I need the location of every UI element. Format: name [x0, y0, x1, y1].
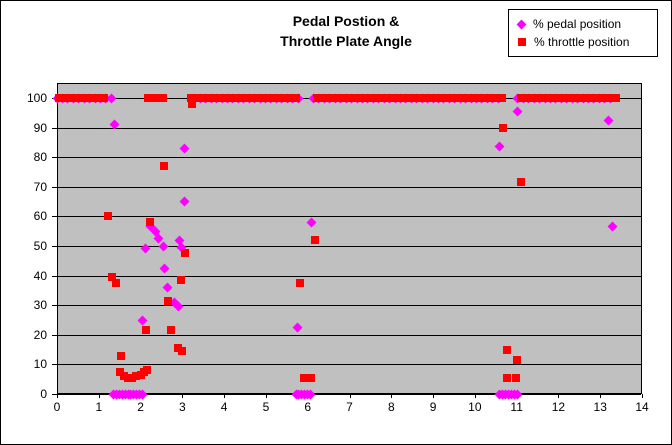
x-tick	[642, 394, 643, 398]
gridline-y50	[58, 246, 641, 247]
y-axis-label: 60	[33, 209, 47, 224]
y-axis-label: 80	[33, 150, 47, 165]
x-axis-label: 8	[387, 400, 395, 414]
y-axis-label: 50	[33, 239, 47, 253]
pedal-diamond-icon	[516, 19, 527, 29]
x-axis-label: 13	[593, 400, 607, 414]
x-axis-label: 10	[468, 400, 482, 414]
throttle-square-icon	[518, 38, 526, 46]
chart-title-line1: Pedal Postion &	[292, 13, 400, 29]
x-axis-label: 6	[304, 400, 312, 414]
gridline-y60	[58, 216, 641, 218]
y-axis-label: 30	[33, 298, 47, 313]
y-axis-label: 40	[33, 268, 47, 283]
legend: % pedal position % throttle position	[508, 9, 658, 57]
y-axis-label: 90	[33, 120, 47, 135]
y-axis-label: 10	[33, 357, 47, 372]
gridline-y70	[58, 186, 641, 188]
gridline-y0	[58, 394, 641, 395]
x-axis-label: 0	[53, 400, 61, 414]
x-axis-label: 14	[635, 400, 649, 414]
y-axis-label: 0	[40, 387, 47, 401]
gridline-y40	[58, 275, 641, 277]
gridline-y80	[58, 157, 641, 159]
legend-item-throttle: % throttle position	[518, 35, 657, 49]
x-axis-label: 3	[179, 400, 186, 414]
chart-title: Pedal Postion & Throttle Plate Angle	[196, 11, 496, 51]
x-axis-label: 7	[346, 400, 353, 414]
x-axis-label: 11	[510, 400, 523, 414]
y-axis-label: 100	[26, 91, 47, 105]
plot-area	[57, 83, 642, 395]
legend-item-pedal: % pedal position	[516, 17, 657, 31]
chart-title-line2: Throttle Plate Angle	[280, 33, 412, 49]
gridline-y100	[58, 98, 641, 99]
y-axis-label: 20	[33, 327, 47, 342]
x-axis-label: 4	[220, 400, 228, 414]
gridline-y90	[58, 127, 641, 129]
x-axis-label: 12	[551, 400, 566, 414]
x-axis-label: 1	[95, 400, 103, 414]
gridline-y10	[58, 364, 641, 366]
x-axis-label: 9	[429, 400, 437, 414]
x-axis-label: 2	[137, 400, 144, 414]
gridline-y20	[58, 334, 641, 336]
y-tick	[52, 394, 57, 395]
legend-label-throttle: % throttle position	[534, 35, 630, 49]
x-axis-label: 5	[262, 400, 270, 414]
y-axis-label: 70	[33, 179, 47, 194]
legend-label-pedal: % pedal position	[533, 17, 622, 31]
gridline-y30	[58, 305, 641, 307]
